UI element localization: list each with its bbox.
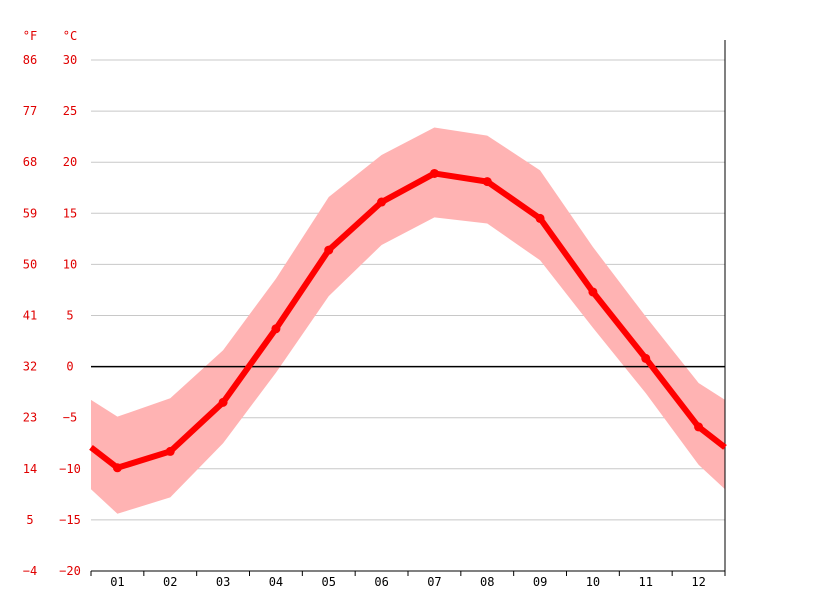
y-tick-label-fahrenheit: 59 [23, 206, 37, 220]
y-tick-label-celsius: −15 [59, 513, 81, 527]
y-tick-label-fahrenheit: 50 [23, 257, 37, 271]
y-tick-label-celsius: 20 [63, 155, 77, 169]
y-tick-label-celsius: −5 [63, 411, 77, 425]
mean-temperature-point [588, 287, 598, 297]
mean-temperature-point [535, 213, 545, 223]
mean-temperature-point [377, 197, 387, 207]
y-tick-label-fahrenheit: 23 [23, 411, 37, 425]
mean-temperature-point [218, 397, 228, 407]
celsius-unit-label: °C [63, 29, 77, 43]
x-tick-label: 12 [691, 575, 705, 589]
y-tick-label-celsius: 25 [63, 104, 77, 118]
mean-temperature-point [694, 422, 704, 432]
x-tick-label: 05 [322, 575, 336, 589]
x-tick-label: 11 [639, 575, 653, 589]
mean-temperature-point [271, 324, 281, 334]
y-tick-label-fahrenheit: 32 [23, 360, 37, 374]
y-tick-label-celsius: 10 [63, 257, 77, 271]
mean-temperature-point [482, 177, 492, 187]
y-tick-label-fahrenheit: −4 [23, 564, 37, 578]
mean-temperature-line [89, 170, 727, 471]
mean-temperature-point [324, 245, 334, 255]
x-tick-label: 09 [533, 575, 547, 589]
temperature-range-band [91, 127, 725, 514]
y-tick-label-celsius: 30 [63, 53, 77, 67]
mean-temperature-point [165, 446, 175, 456]
y-tick-label-celsius: −20 [59, 564, 81, 578]
y-tick-label-fahrenheit: 68 [23, 155, 37, 169]
y-tick-label-fahrenheit: 41 [23, 309, 37, 323]
x-tick-label: 01 [110, 575, 124, 589]
x-tick-label: 03 [216, 575, 230, 589]
x-tick-label: 08 [480, 575, 494, 589]
x-tick-label: 04 [269, 575, 283, 589]
x-tick-label: 07 [427, 575, 441, 589]
mean-temperature-point [641, 353, 651, 363]
y-tick-label-celsius: −10 [59, 462, 81, 476]
y-tick-label-celsius: 15 [63, 206, 77, 220]
y-tick-label-fahrenheit: 77 [23, 104, 37, 118]
y-tick-label-celsius: 5 [66, 309, 73, 323]
fahrenheit-unit-label: °F [23, 29, 37, 43]
x-tick-label: 02 [163, 575, 177, 589]
x-tick-label: 06 [374, 575, 388, 589]
x-tick-label: 10 [586, 575, 600, 589]
y-tick-label-fahrenheit: 86 [23, 53, 37, 67]
mean-temperature-point [112, 463, 122, 473]
y-tick-label-fahrenheit: 5 [26, 513, 33, 527]
y-tick-label-celsius: 0 [66, 360, 73, 374]
mean-temperature-point [429, 168, 439, 178]
y-tick-label-fahrenheit: 14 [23, 462, 37, 476]
